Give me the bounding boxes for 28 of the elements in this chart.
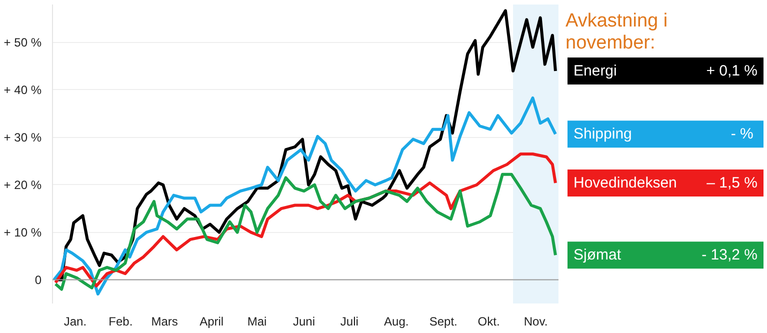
series-label: Sjømat: [574, 246, 622, 264]
x-tick-label: Nov.: [524, 314, 548, 328]
series-label: Hovedindeksen: [574, 174, 677, 192]
text: - %: [730, 126, 754, 143]
y-tick-label: + 40 %: [4, 82, 42, 97]
x-tick-label: Aug.: [384, 314, 409, 328]
text: + 0,1 %: [706, 62, 758, 80]
x-tick-label: Feb.: [108, 314, 133, 328]
text: – 1,5 %: [706, 174, 758, 192]
legend-title: Avkastning i november:: [566, 10, 668, 54]
y-tick-label: + 20 %: [4, 178, 42, 192]
x-tick-label: Mai: [247, 314, 267, 328]
y-tick-label: + 50 %: [4, 35, 42, 50]
x-tick-label: Juni: [292, 314, 315, 328]
x-tick-label: Jan.: [64, 314, 87, 328]
series-label: Shipping: [574, 126, 632, 143]
y-tick-label: + 30 %: [4, 130, 42, 144]
x-tick-label: Okt.: [478, 314, 500, 328]
y-tick-label: + 10 %: [4, 225, 42, 240]
series-label: Energi: [574, 62, 617, 80]
x-tick-label: April: [200, 314, 224, 328]
line-series: [54, 172, 557, 291]
x-tick-label: Mars: [151, 314, 178, 328]
x-tick-label: Sept.: [429, 314, 458, 328]
y-tick-label: 0: [34, 272, 42, 287]
line-series: [52, 96, 557, 296]
text: - 13,2 %: [702, 246, 758, 264]
x-tick-label: Juli: [340, 314, 358, 328]
